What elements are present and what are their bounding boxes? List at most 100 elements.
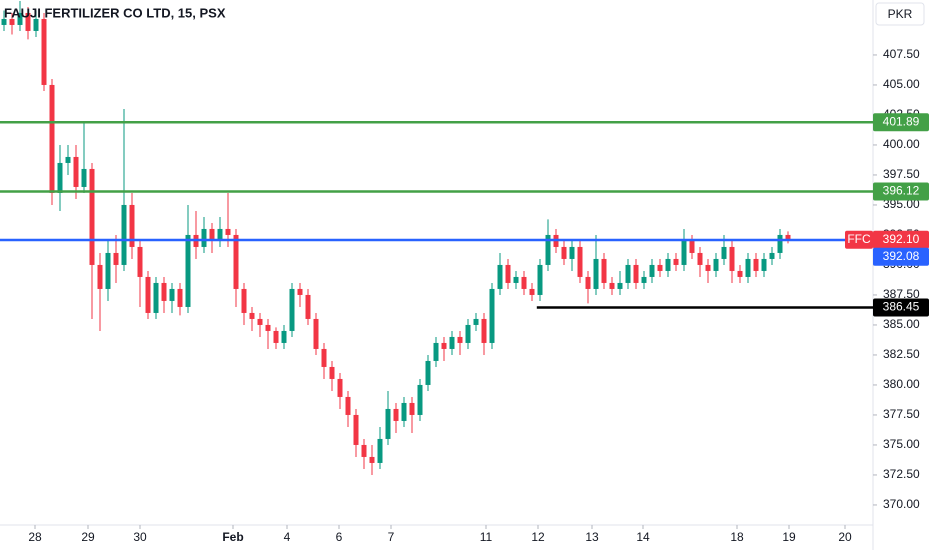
candle-body	[289, 288, 295, 331]
last-price-label: 392.10	[883, 232, 920, 246]
candle-body	[265, 324, 271, 331]
x-tick-label: 7	[388, 530, 395, 544]
x-tick-label: 11	[480, 530, 493, 544]
candle-body	[393, 408, 399, 421]
currency: PKR	[888, 7, 913, 21]
y-tick-label: 405.00	[883, 77, 920, 91]
candle-body	[449, 336, 455, 349]
candle-body	[681, 240, 687, 265]
level-label: 392.08	[883, 249, 920, 263]
y-tick-label: 372.50	[883, 467, 920, 481]
candle-body	[169, 288, 175, 301]
candle-body	[737, 270, 743, 277]
candle-body	[785, 234, 791, 240]
candle-body	[545, 234, 551, 265]
level-label: 386.45	[883, 300, 920, 314]
candle-body	[313, 318, 319, 349]
candle-body	[561, 246, 567, 259]
candle-body	[401, 402, 407, 421]
candle-body	[249, 312, 255, 319]
candle-body	[137, 246, 143, 277]
level-label-box	[873, 298, 929, 317]
candle-body	[497, 264, 503, 289]
candle-body	[337, 378, 343, 397]
x-tick-label: 29	[81, 530, 95, 544]
candle-body	[521, 276, 527, 289]
candle-body	[465, 324, 471, 343]
candle-body	[633, 264, 639, 283]
level-label-box	[873, 247, 929, 266]
candle-body	[537, 264, 543, 295]
candle-body	[457, 336, 463, 343]
candle-body	[241, 288, 247, 313]
candle-body	[305, 294, 311, 319]
candle-body	[49, 84, 55, 193]
candle-body	[385, 408, 391, 439]
candle-body	[329, 366, 335, 379]
candle-body	[97, 264, 103, 289]
candle-body	[665, 258, 671, 271]
candle-body	[713, 258, 719, 271]
y-tick-label: 385.00	[883, 317, 920, 331]
candle-body	[745, 258, 751, 277]
candle-body	[177, 288, 183, 307]
candle-body	[281, 330, 287, 343]
candle-body	[17, 12, 23, 25]
y-tick-label: 382.50	[883, 347, 920, 361]
candle-body	[433, 342, 439, 361]
candle-body	[33, 18, 39, 31]
y-tick-label: 407.50	[883, 47, 920, 61]
x-tick-label: 6	[336, 530, 343, 544]
candle-body	[345, 396, 351, 415]
candle-body	[625, 264, 631, 283]
candle-body	[353, 414, 359, 445]
candle-body	[105, 252, 111, 289]
candle-body	[425, 360, 431, 385]
x-tick-label: 4	[284, 530, 291, 544]
y-tick-label: 387.50	[883, 287, 920, 301]
candle-body	[473, 318, 479, 325]
candle-body	[617, 282, 623, 289]
y-tick-label: 395.00	[883, 197, 920, 211]
candle-body	[729, 246, 735, 271]
currency-box[interactable]	[875, 2, 925, 26]
candle-body	[609, 282, 615, 289]
candle-body	[441, 342, 447, 349]
candle-body	[769, 252, 775, 259]
candle-body	[409, 402, 415, 415]
level-label: 396.12	[883, 184, 920, 198]
candle-body	[489, 288, 495, 343]
candle-body	[73, 156, 79, 187]
x-tick-label: 20	[838, 530, 852, 544]
candle-body	[57, 162, 63, 193]
candle-body	[689, 240, 695, 253]
candle-body	[25, 12, 31, 31]
candle-body	[145, 276, 151, 313]
y-tick-label: 375.00	[883, 437, 920, 451]
last-price-box	[873, 230, 929, 249]
candle-body	[257, 318, 263, 325]
candle-body	[673, 258, 679, 265]
candle-body	[753, 258, 759, 271]
candle-body	[705, 264, 711, 271]
x-tick-label: 12	[531, 530, 545, 544]
candle-body	[297, 288, 303, 295]
candle-body	[321, 348, 327, 367]
level-label-box	[873, 182, 929, 201]
candle-body	[761, 258, 767, 271]
candle-body	[361, 444, 367, 457]
candle-body	[129, 204, 135, 247]
candle-body	[121, 204, 127, 265]
candle-body	[233, 234, 239, 289]
chart-title: FAUJI FERTILIZER CO LTD, 15, PSX	[4, 5, 226, 20]
candle-body	[377, 438, 383, 463]
candle-body	[529, 288, 535, 295]
x-tick-label: Feb	[222, 530, 243, 544]
candle-body	[577, 246, 583, 277]
candle-body	[513, 276, 519, 283]
candle-body	[65, 156, 71, 163]
candle-body	[225, 228, 231, 235]
level-label-box	[873, 113, 929, 132]
